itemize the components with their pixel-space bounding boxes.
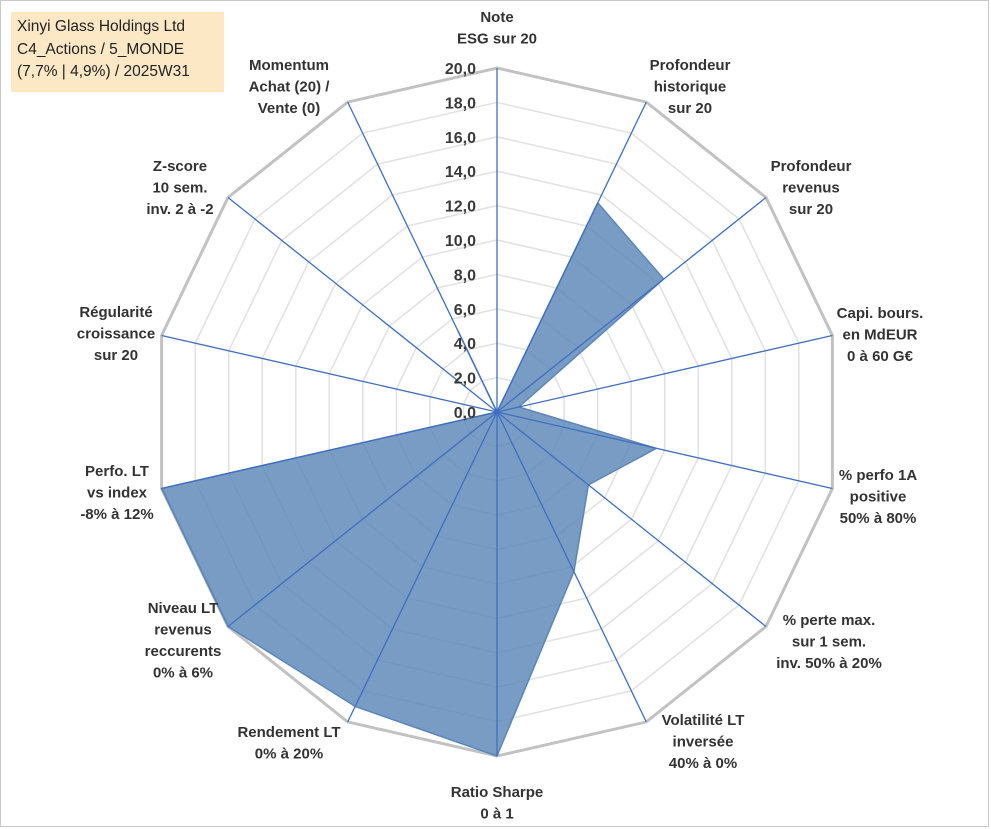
axis-label-line: Achat (20) / [249, 79, 331, 96]
axis-label-line: sur 1 sem. [792, 634, 866, 651]
tick-label: 6,0 [454, 302, 476, 319]
axis-label-line: 0% à 20% [255, 746, 323, 763]
axis-label-line: Profondeur [650, 57, 731, 74]
axis-spoke [496, 411, 647, 723]
axis-spoke [161, 334, 498, 413]
axis-spoke [161, 411, 498, 490]
tick-label: 16,0 [445, 130, 476, 147]
title-line-2: C4_Actions / 5_MONDE [17, 40, 185, 58]
axis-label-line: Profondeur [771, 158, 852, 175]
axis-label-line: inv. 2 à -2 [146, 201, 213, 218]
axis-label: % perfo 1A positive 50% à 80% [839, 467, 918, 527]
axis-label-line: -8% à 12% [80, 506, 153, 523]
axis-label-line: vs index [87, 485, 148, 502]
axis-label: Rendement LT 0% à 20% [237, 724, 340, 763]
tick-label: 18,0 [445, 95, 476, 112]
axis-spoke [496, 411, 833, 490]
axis-spoke [227, 411, 498, 628]
axis-label-line: 0 à 60 G€ [847, 348, 914, 365]
axis-label-line: 0% à 6% [153, 665, 213, 682]
axis-label-line: revenus [782, 180, 840, 197]
axis-label-line: inversée [673, 734, 734, 751]
tick-label: 12,0 [445, 199, 476, 216]
axis-label-line: 0 à 1 [480, 806, 513, 823]
axis-label-line: % perte max. [783, 612, 876, 629]
axis-label-line: Vente (0) [258, 100, 321, 117]
axis-label: Profondeur revenus sur 20 [771, 158, 852, 218]
axis-label-line: croissance [77, 326, 155, 343]
axis-label: Z-score 10 sem. inv. 2 à -2 [146, 158, 213, 218]
axis-label-line: positive [850, 489, 907, 506]
axis-label-line: Ratio Sharpe [451, 784, 544, 801]
axis-label-line: Z-score [153, 158, 207, 175]
axis-label-line: inv. 50% à 20% [776, 655, 882, 672]
axis-label: Perfo. LT vs index -8% à 12% [80, 463, 153, 523]
axis-spoke [496, 334, 833, 413]
axis-label-line: 10 sem. [152, 180, 207, 197]
axis-spoke [496, 101, 647, 413]
axis-label-line: % perfo 1A [839, 467, 918, 484]
tick-label: 0,0 [454, 405, 476, 422]
axis-spoke [227, 196, 498, 413]
tick-label: 8,0 [454, 267, 476, 284]
axis-label-line: reccurents [145, 643, 222, 660]
axis-label-line: Niveau LT [148, 600, 219, 617]
axis-spoke [347, 101, 498, 413]
axis-label: Capi. bours. en MdEUR 0 à 60 G€ [837, 305, 924, 365]
axis-spoke [496, 196, 767, 413]
axis-spoke [347, 411, 498, 723]
axis-label-line: Momentum [249, 57, 329, 74]
tick-label: 14,0 [445, 164, 476, 181]
axis-label-line: Rendement LT [237, 724, 340, 741]
axis-label-line: 40% à 0% [669, 755, 737, 772]
axis-label-line: en MdEUR [843, 327, 918, 344]
axis-label-line: sur 20 [789, 201, 833, 218]
axis-label-line: historique [654, 79, 727, 96]
axis-label: Régularité croissance sur 20 [77, 304, 155, 364]
axis-label-line: ESG sur 20 [457, 31, 537, 48]
axis-label-line: sur 20 [668, 100, 712, 117]
axis-label-line: sur 20 [94, 347, 138, 364]
axis-label: Momentum Achat (20) / Vente (0) [249, 57, 331, 117]
axis-label: Note ESG sur 20 [457, 9, 537, 48]
axis-label: Niveau LT revenus reccurents 0% à 6% [145, 600, 222, 682]
axis-label-line: 50% à 80% [840, 510, 917, 527]
title-line-1: Xinyi Glass Holdings Ltd [17, 18, 185, 35]
axis-label-line: Perfo. LT [85, 463, 149, 480]
axis-label-line: Capi. bours. [837, 305, 924, 322]
axis-label-line: Volatilité LT [662, 712, 745, 729]
tick-label: 2,0 [454, 371, 476, 388]
axis-label: Profondeur historique sur 20 [650, 57, 731, 117]
axis-label: Volatilité LT inversée 40% à 0% [662, 712, 745, 772]
title-line-3: (7,7% | 4,9%) / 2025W31 [17, 63, 190, 80]
axis-label-line: revenus [154, 622, 212, 639]
axis-label: % perte max. sur 1 sem. inv. 50% à 20% [776, 612, 882, 672]
axis-label-line: Régularité [79, 304, 152, 321]
axis-label-line: Note [480, 9, 513, 26]
tick-label: 20,0 [445, 61, 476, 78]
tick-label: 10,0 [445, 233, 476, 250]
axis-spoke [496, 411, 767, 628]
tick-label: 4,0 [454, 336, 476, 353]
axis-label: Ratio Sharpe 0 à 1 [451, 784, 544, 823]
chart-title-box: Xinyi Glass Holdings Ltd C4_Actions / 5_… [11, 12, 224, 92]
